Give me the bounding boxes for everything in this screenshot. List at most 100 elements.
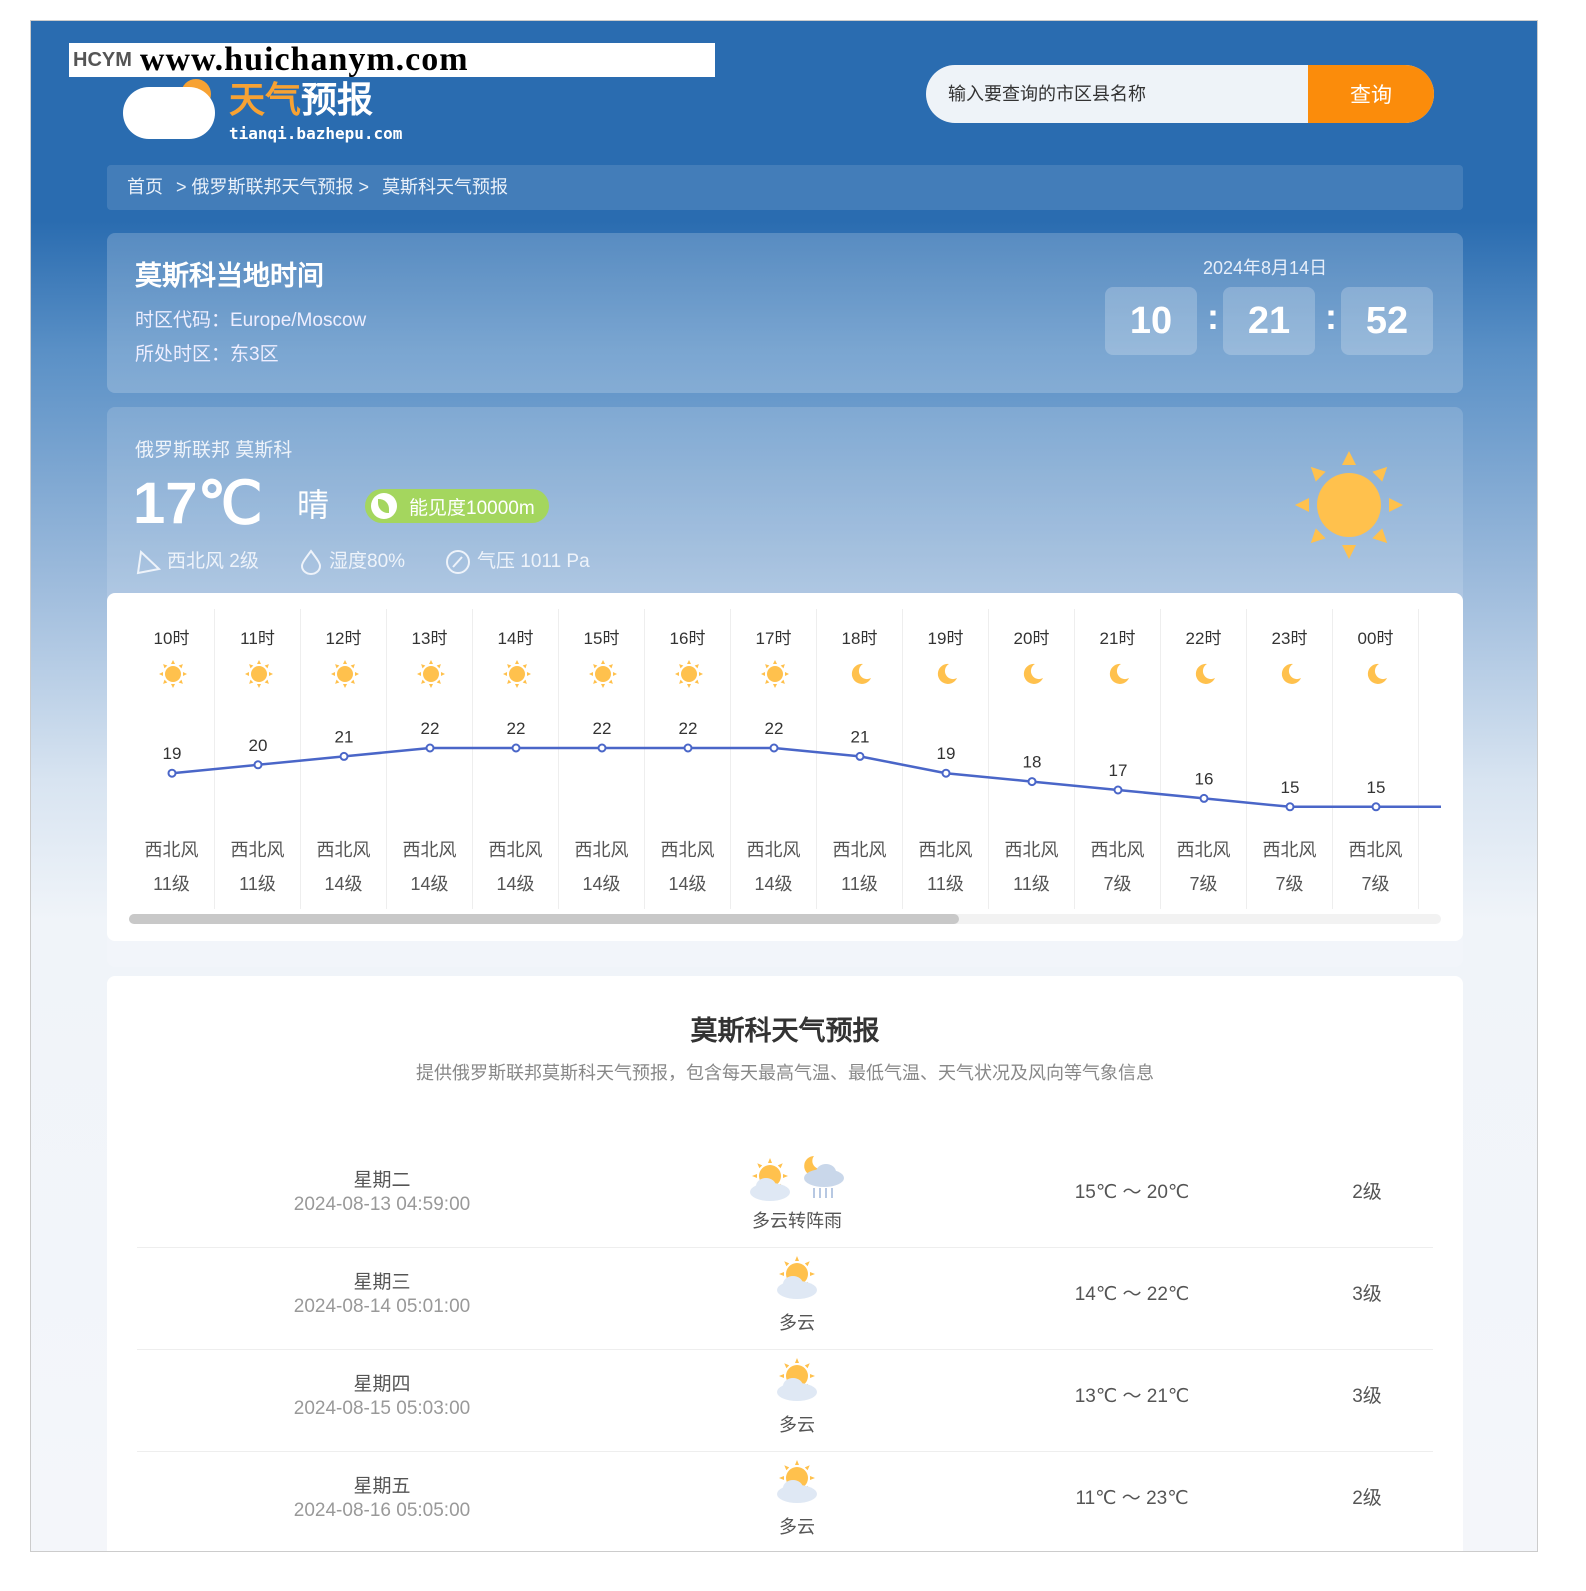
hour-label: 23时 bbox=[1271, 629, 1308, 648]
daily-row[interactable]: 星期四 2024-08-15 05:03:00 多云 13℃ ～ 21℃ 3级 bbox=[137, 1350, 1433, 1452]
hourly-scroll-area[interactable]: 10时 西北风 11级 11时 西北风 11级 12时 西北风 14级 13时 … bbox=[129, 609, 1441, 909]
moon-icon bbox=[846, 659, 876, 694]
wind-level: 7级 bbox=[1275, 874, 1304, 894]
hourly-column: 14时 西北风 14级 bbox=[473, 609, 559, 909]
wind-direction: 西北风 bbox=[144, 840, 199, 860]
hourly-column: 12时 西北风 14级 bbox=[301, 609, 387, 909]
temperature-label: 15 bbox=[1281, 778, 1300, 797]
clock-hours: 10 bbox=[1105, 287, 1197, 355]
datetime: 2024-08-13 04:59:00 bbox=[293, 1194, 471, 1215]
wind-level: 11级 bbox=[239, 874, 276, 894]
temperature-line bbox=[171, 746, 1441, 809]
droplet-icon bbox=[300, 549, 322, 575]
wind-level: 2级 bbox=[1352, 1488, 1382, 1509]
wind-direction: 西北风 bbox=[746, 840, 801, 860]
wind-level: 14级 bbox=[754, 874, 793, 894]
datetime: 2024-08-15 05:03:00 bbox=[293, 1398, 471, 1419]
local-time-title: 莫斯科当地时间 bbox=[135, 261, 324, 292]
search-input[interactable] bbox=[926, 65, 1308, 123]
wind-direction: 西北风 bbox=[1176, 840, 1231, 860]
hourly-column: 11时 西北风 11级 bbox=[215, 609, 301, 909]
temperature-point bbox=[1027, 777, 1037, 787]
temperature-range: 15℃ ～ 20℃ bbox=[1074, 1182, 1190, 1203]
logo-title[interactable]: 天气预报 bbox=[229, 81, 373, 121]
weekday: 星期二 bbox=[353, 1170, 411, 1191]
temperature-label: 20 bbox=[249, 736, 268, 755]
moon-icon bbox=[1018, 659, 1048, 694]
daily-row[interactable]: 星期三 2024-08-14 05:01:00 多云 14℃ ～ 22℃ 3级 bbox=[137, 1248, 1433, 1350]
wind-direction: 西北风 bbox=[1262, 840, 1317, 860]
daily-row[interactable]: 星期二 2024-08-13 04:59:00 多云转阵雨 15℃ ～ 20℃ … bbox=[137, 1146, 1433, 1248]
hourly-column: 17时 西北风 14级 bbox=[731, 609, 817, 909]
temperature-point bbox=[167, 768, 177, 778]
wind-direction-icon bbox=[136, 549, 161, 575]
moon-icon bbox=[932, 659, 962, 694]
condition: 多云转阵雨 bbox=[752, 1211, 842, 1231]
wind-direction: 西北风 bbox=[832, 840, 887, 860]
wind-direction: 西北风 bbox=[574, 840, 629, 860]
temperature-point bbox=[1113, 785, 1123, 795]
logo-title-b: 预报 bbox=[301, 80, 374, 121]
scrollbar-thumb[interactable] bbox=[129, 914, 959, 924]
pressure-info: 气压 1011 Pa bbox=[445, 549, 590, 575]
search-button[interactable]: 查询 bbox=[1308, 65, 1434, 123]
daily-subtitle: 提供俄罗斯联邦莫斯科天气预报，包含每天最高气温、最低气温、天气状况及风向等气象信… bbox=[416, 1063, 1154, 1083]
clock-seconds: 52 bbox=[1341, 287, 1433, 355]
hourly-forecast: 10时 西北风 11级 11时 西北风 11级 12时 西北风 14级 13时 … bbox=[107, 593, 1463, 941]
local-time-card: 莫斯科当地时间 时区代码：Europe/Moscow 所处时区：东3区 2024… bbox=[107, 233, 1463, 393]
wind-direction: 西北风 bbox=[1004, 840, 1059, 860]
daily-row[interactable]: 星期五 2024-08-16 05:05:00 多云 11℃ ～ 23℃ 2级 bbox=[137, 1452, 1433, 1551]
wind-info: 西北风 2级 bbox=[135, 549, 259, 575]
sun-icon bbox=[244, 659, 274, 694]
hour-label: 15时 bbox=[583, 629, 620, 648]
wind-direction: 西北风 bbox=[1348, 840, 1403, 860]
temperature-range: 11℃ ～ 23℃ bbox=[1075, 1488, 1189, 1509]
watermark-url: www.huichanym.com bbox=[139, 41, 469, 78]
wind-direction: 西北风 bbox=[230, 840, 285, 860]
wind-level: 11级 bbox=[153, 874, 190, 894]
moon-icon bbox=[1276, 659, 1306, 694]
wind-level: 3级 bbox=[1352, 1284, 1382, 1305]
weekday: 星期五 bbox=[353, 1476, 411, 1497]
wind-level: 14级 bbox=[582, 874, 621, 894]
temperature-point bbox=[1285, 802, 1295, 812]
condition: 多云 bbox=[779, 1415, 815, 1435]
local-date: 2024年8月14日 bbox=[1203, 258, 1328, 278]
weekday: 星期三 bbox=[353, 1272, 411, 1293]
hourly-column: 18时 西北风 11级 bbox=[817, 609, 903, 909]
wind-direction: 西北风 bbox=[1090, 840, 1145, 860]
datetime: 2024-08-14 05:01:00 bbox=[293, 1296, 471, 1317]
condition: 多云 bbox=[779, 1517, 815, 1537]
horizontal-scrollbar[interactable] bbox=[129, 914, 1441, 924]
wind-level: 11级 bbox=[841, 874, 878, 894]
weather-icons bbox=[697, 1256, 897, 1308]
temperature-label: 22 bbox=[679, 719, 698, 738]
breadcrumb-home[interactable]: 首页 bbox=[127, 177, 163, 197]
current-temperature: 17℃ bbox=[133, 471, 263, 536]
breadcrumb-country[interactable]: > 俄罗斯联邦天气预报 > bbox=[176, 177, 370, 197]
hourly-column: 13时 西北风 14级 bbox=[387, 609, 473, 909]
wind-level: 2级 bbox=[1352, 1182, 1382, 1203]
temperature-point bbox=[1199, 793, 1209, 803]
hourly-column: 20时 西北风 11级 bbox=[989, 609, 1075, 909]
search-bar: 查询 bbox=[926, 65, 1434, 123]
daily-forecast: 莫斯科天气预报 提供俄罗斯联邦莫斯科天气预报，包含每天最高气温、最低气温、天气状… bbox=[107, 976, 1463, 1551]
hour-label: 21时 bbox=[1099, 629, 1136, 648]
hour-label: 20时 bbox=[1013, 629, 1050, 648]
breadcrumb: 首页 > 俄罗斯联邦天气预报 > 莫斯科天气预报 bbox=[107, 165, 1463, 210]
clock-separator: : bbox=[1207, 296, 1219, 337]
hourly-column: 00时 西北风 7级 bbox=[1333, 609, 1419, 909]
temperature-label: 18 bbox=[1023, 753, 1042, 772]
temperature-point bbox=[855, 751, 865, 761]
partly-cloudy-icon bbox=[773, 1460, 821, 1510]
wind-level: 14级 bbox=[324, 874, 363, 894]
temperature-label: 19 bbox=[163, 744, 182, 763]
temperature-label: 21 bbox=[851, 727, 870, 746]
hourly-column: 19时 西北风 11级 bbox=[903, 609, 989, 909]
temperature-line-chart: 19 20 21 22 22 22 22 22 21 19 18 17 16 15 15 bbox=[163, 719, 1441, 812]
logo-subtitle: tianqi.bazhepu.com bbox=[229, 124, 403, 143]
visibility-badge: 能见度10000m bbox=[365, 489, 549, 523]
temperature-point bbox=[597, 743, 607, 753]
breadcrumb-city[interactable]: 莫斯科天气预报 bbox=[382, 177, 509, 197]
temperature-label: 22 bbox=[421, 719, 440, 738]
